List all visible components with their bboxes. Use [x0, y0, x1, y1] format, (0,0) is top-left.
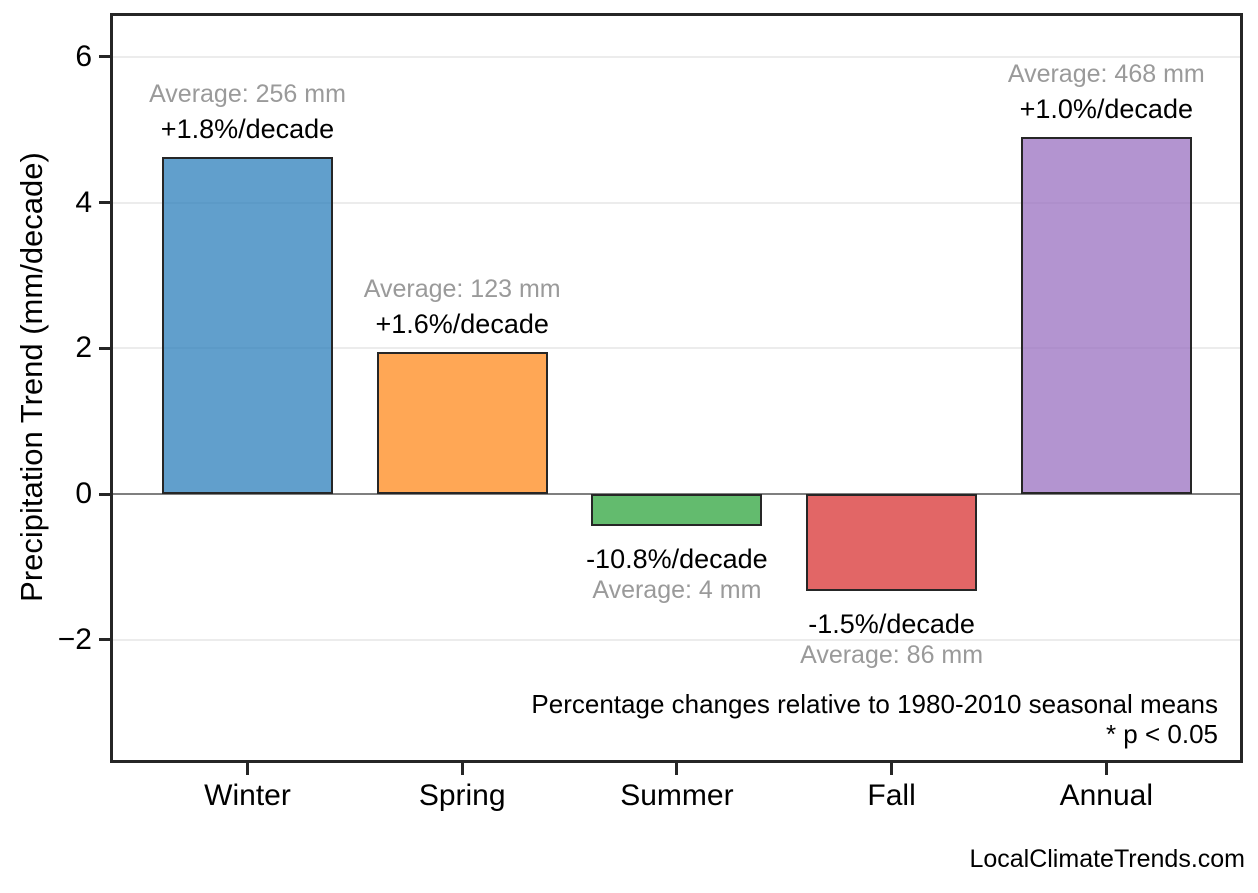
gridline	[110, 638, 1243, 641]
bar-label-block-annual: Average: 468 mm +1.0%/decade	[896, 57, 1258, 127]
x-tick-label-summer: Summer	[620, 779, 734, 812]
bar-pct-label: -10.8%/decade	[586, 544, 768, 575]
gridline	[110, 201, 1243, 204]
bar-fall	[806, 494, 978, 591]
bar-avg-label: Average: 4 mm	[592, 576, 762, 605]
bar-avg-label: Average: 123 mm	[363, 274, 561, 303]
watermark-text: LocalClimateTrends.com	[969, 845, 1245, 873]
y-tick-mark	[99, 492, 110, 496]
y-tick-mark	[99, 346, 110, 350]
bar-pct-label: -1.5%/decade	[808, 608, 975, 639]
y-tick-mark	[99, 638, 110, 642]
x-tick-label-annual: Annual	[1059, 779, 1153, 812]
y-tick-label: 6	[75, 39, 92, 73]
bar-label-block-winter: Average: 256 mm +1.8%/decade	[38, 77, 458, 147]
bar-label-block-summer: -10.8%/decade Average: 4 mm	[467, 544, 887, 606]
y-tick-mark	[99, 55, 110, 59]
annotation-line-1: Percentage changes relative to 1980-2010…	[531, 689, 1218, 719]
bar-pct-label: +1.6%/decade	[375, 308, 549, 339]
y-axis-title: Precipitation Trend (mm/decade)	[14, 152, 49, 602]
x-tick-mark	[246, 763, 249, 775]
x-tick-mark	[890, 763, 894, 775]
gridline	[110, 347, 1243, 350]
plot-area: Percentage changes relative to 1980-2010…	[110, 13, 1243, 763]
x-tick-label-spring: Spring	[418, 779, 506, 812]
x-tick-mark	[675, 763, 679, 775]
y-tick-mark	[99, 201, 110, 204]
bar-pct-label: +1.8%/decade	[160, 114, 335, 145]
bar-annual	[1020, 136, 1192, 495]
bar-summer	[591, 494, 763, 527]
x-tick-label-winter: Winter	[204, 779, 291, 812]
bar-avg-label: Average: 468 mm	[1007, 59, 1205, 88]
y-tick-label: −2	[57, 622, 92, 656]
bar-pct-label: +1.0%/decade	[1019, 93, 1193, 124]
bar-label-block-spring: Average: 123 mm +1.6%/decade	[252, 272, 672, 342]
y-tick-label: 4	[75, 185, 92, 219]
y-tick-label: 0	[75, 477, 92, 511]
bar-avg-label: Average: 86 mm	[800, 640, 984, 669]
bar-winter	[162, 157, 333, 495]
x-tick-label-fall: Fall	[867, 779, 916, 812]
x-tick-mark	[1104, 763, 1108, 775]
annotation-line-2: * p < 0.05	[1105, 719, 1218, 749]
x-tick-mark	[460, 763, 464, 775]
bar-avg-label: Average: 256 mm	[149, 80, 346, 109]
y-tick-label: 2	[75, 331, 92, 365]
bar-label-block-fall: -1.5%/decade Average: 86 mm	[682, 609, 1102, 671]
annotation-block: Percentage changes relative to 1980-2010…	[531, 689, 1218, 749]
gridline	[110, 55, 1243, 58]
bar-spring	[376, 351, 548, 495]
